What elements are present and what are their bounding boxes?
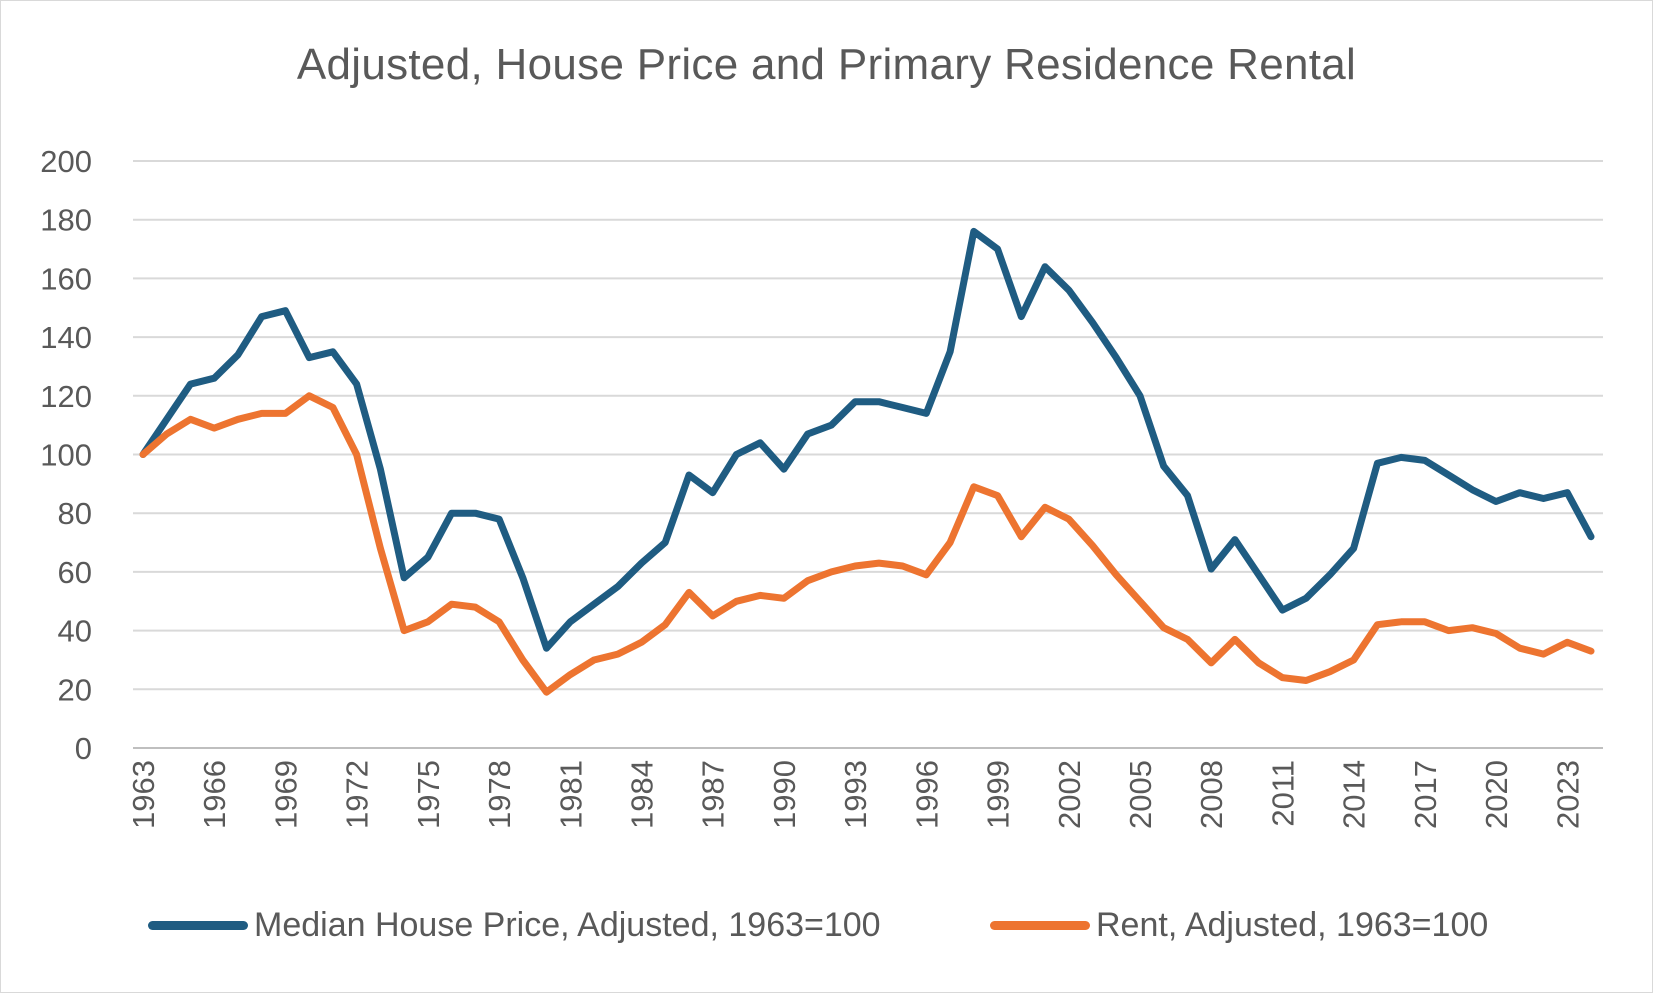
series-line-median-house-price-adjusted-1963-100 bbox=[139, 227, 1595, 652]
legend-item-house-price: Median House Price, Adjusted, 1963=100 bbox=[148, 900, 881, 950]
x-tick-label-2005: 2005 bbox=[1123, 760, 1158, 829]
y-tick-label-180: 180 bbox=[40, 203, 92, 238]
x-tick-label-1996: 1996 bbox=[909, 760, 944, 829]
x-tick-label-1969: 1969 bbox=[268, 760, 303, 829]
x-tick-label-1975: 1975 bbox=[411, 760, 446, 829]
y-tick-label-40: 40 bbox=[58, 614, 92, 649]
x-tick-label-1966: 1966 bbox=[197, 760, 232, 829]
x-tick-label-2011: 2011 bbox=[1265, 760, 1300, 827]
y-tick-label-60: 60 bbox=[58, 555, 92, 590]
series-lines bbox=[139, 227, 1595, 696]
y-axis-tick-labels: 0 20 40 60 80 100 120 140 160 180 200 bbox=[40, 144, 92, 766]
y-tick-label-80: 80 bbox=[58, 496, 92, 531]
y-tick-label-0: 0 bbox=[75, 731, 92, 766]
x-tick-label-2002: 2002 bbox=[1052, 760, 1087, 829]
x-tick-label-1978: 1978 bbox=[482, 760, 517, 829]
x-tick-label-2023: 2023 bbox=[1550, 760, 1585, 829]
x-tick-label-1981: 1981 bbox=[553, 760, 588, 829]
x-axis-tick-labels: 1963 1966 1969 1972 1975 1978 1981 1984 1987 1990… bbox=[126, 760, 1585, 829]
y-tick-label-100: 100 bbox=[40, 438, 92, 473]
x-tick-label-1963: 1963 bbox=[126, 760, 161, 829]
y-tick-label-120: 120 bbox=[40, 379, 92, 414]
x-tick-label-1990: 1990 bbox=[767, 760, 802, 829]
legend-swatch-rent bbox=[990, 920, 1090, 930]
x-tick-label-1972: 1972 bbox=[340, 760, 375, 829]
x-tick-label-2014: 2014 bbox=[1337, 760, 1372, 829]
x-tick-label-1984: 1984 bbox=[624, 760, 659, 829]
legend-item-rent: Rent, Adjusted, 1963=100 bbox=[990, 900, 1488, 950]
legend-label-rent: Rent, Adjusted, 1963=100 bbox=[1096, 905, 1489, 944]
y-tick-label-200: 200 bbox=[40, 144, 92, 179]
y-tick-label-160: 160 bbox=[40, 261, 92, 296]
x-tick-label-1987: 1987 bbox=[696, 760, 731, 829]
x-tick-label-2017: 2017 bbox=[1408, 760, 1443, 829]
series-line-rent-adjusted-1963-100 bbox=[139, 392, 1595, 696]
x-tick-label-1993: 1993 bbox=[838, 760, 873, 829]
chart-title: Adjusted, House Price and Primary Reside… bbox=[296, 40, 1357, 89]
legend-swatch-house-price bbox=[148, 920, 248, 930]
legend-label-house-price: Median House Price, Adjusted, 1963=100 bbox=[254, 905, 881, 944]
x-tick-label-2008: 2008 bbox=[1194, 760, 1229, 829]
y-tick-label-140: 140 bbox=[40, 320, 92, 355]
y-tick-label-20: 20 bbox=[58, 672, 92, 707]
x-tick-label-2020: 2020 bbox=[1479, 760, 1514, 829]
x-tick-label-1999: 1999 bbox=[981, 760, 1016, 829]
